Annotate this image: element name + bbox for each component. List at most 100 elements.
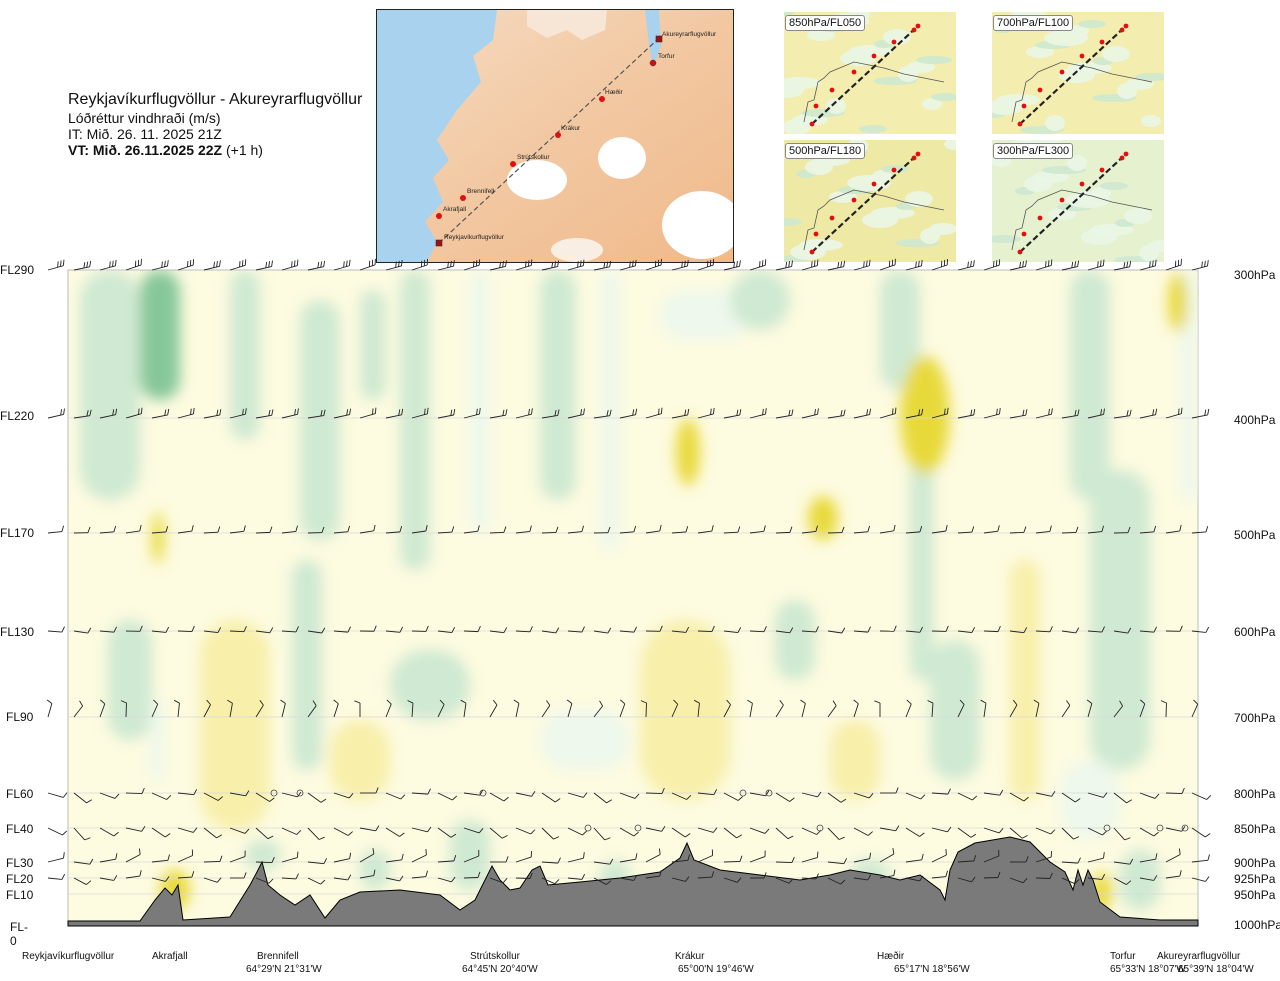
xpoint-akureyri-name: Akureyrarflugvöllur [1157, 951, 1241, 962]
wind-barb-239 [411, 788, 431, 795]
thumbnail-300hpa-map [992, 140, 1164, 262]
wind-barb-111 [593, 526, 611, 534]
wind-barb-194 [407, 700, 414, 718]
wind-barb-404 [1191, 876, 1210, 882]
thumb-shade-0-18 [916, 56, 952, 64]
wind-barb-120 [827, 526, 845, 534]
wind-barb-115 [697, 525, 714, 534]
wind-barb-274 [151, 827, 171, 838]
field-shade-33 [850, 860, 890, 890]
wind-barb-69 [671, 408, 690, 419]
updraft-core-0 [152, 512, 164, 564]
wind-barb-326 [333, 852, 352, 863]
wind-barb-374 [411, 870, 428, 879]
calm-wind-marker-1 [296, 789, 304, 797]
thumbnail-700hpa-label: 700hPa/FL100 [993, 15, 1074, 31]
xpoint-haedir-coord: 65°17'N 18°56'W [894, 964, 970, 975]
wind-barb-45 [47, 408, 65, 419]
thumbnail-850hpa-label: 850hPa/FL050 [785, 15, 866, 31]
wind-barb-365 [177, 871, 195, 879]
wind-barb-134 [1191, 526, 1209, 534]
wind-barb-146 [333, 626, 351, 633]
field-shade-21 [1180, 270, 1198, 500]
wind-barb-310 [1087, 827, 1108, 836]
thumb-point-2-1 [813, 231, 819, 237]
thumbnail-850hpa[interactable]: 850hPa/FL050 [784, 12, 956, 134]
wind-barb-284 [411, 826, 432, 833]
wind-barb-370 [307, 877, 326, 885]
map-point-haedir [599, 96, 605, 102]
wind-barb-190 [307, 700, 317, 718]
wind-barb-86 [1113, 409, 1132, 419]
wind-barb-162 [749, 626, 767, 633]
field-shade-9 [470, 270, 490, 530]
wind-barb-260 [957, 792, 978, 801]
wind-barb-327 [359, 848, 375, 863]
wind-barb-102 [359, 524, 376, 534]
wind-barb-342 [749, 850, 766, 863]
field-shade-12 [540, 710, 630, 770]
wind-barb-139 [151, 626, 170, 633]
thumb-shade-1-4 [1141, 115, 1161, 127]
wind-barb-375 [437, 876, 456, 883]
wind-barb-231 [203, 792, 223, 801]
xpoint-akureyri-coord: 65°39'N 18°04'W [1178, 964, 1254, 975]
calm-wind-marker-5 [584, 824, 592, 832]
wind-barb-332 [490, 856, 509, 863]
wind-barb-387 [750, 872, 767, 879]
wind-barb-263 [1035, 791, 1056, 797]
wind-barb-163 [775, 627, 794, 634]
wind-barb-262 [1009, 792, 1029, 802]
thumbnail-700hpa[interactable]: 700hPa/FL100 [992, 12, 1164, 134]
wind-barb-123 [905, 525, 923, 534]
wind-barb-198 [513, 699, 520, 718]
wind-barb-256 [853, 792, 874, 799]
wind-barb-218 [1033, 699, 1040, 718]
thumb-shade-2-13 [929, 223, 956, 235]
wind-barb-203 [640, 700, 647, 718]
wind-barb-133 [1165, 524, 1182, 534]
wind-barb-335 [567, 852, 585, 863]
wind-barb-66 [593, 409, 612, 419]
thumb-point-0-6 [911, 27, 917, 33]
thumb-point-1-7 [1123, 23, 1129, 29]
field-shade-8 [390, 650, 470, 720]
fl-tick-90: FL90 [6, 710, 34, 724]
wind-barb-234 [281, 791, 302, 798]
wind-barb-211 [853, 699, 859, 718]
thumb-shade-2-1 [829, 191, 857, 203]
thumb-point-3-0 [1017, 249, 1023, 255]
wind-barb-349 [931, 848, 947, 863]
wind-barb-128 [1035, 525, 1052, 534]
wind-barb-153 [515, 626, 533, 633]
wind-barb-319 [151, 854, 170, 863]
thumb-shade-1-1 [1026, 46, 1054, 58]
wind-barb-266 [1113, 792, 1132, 804]
wind-barb-213 [905, 699, 912, 718]
wind-barb-353 [1035, 851, 1053, 863]
updraft-core-2 [808, 496, 838, 540]
wind-barb-369 [281, 873, 299, 880]
map-label-akrafjall: Akrafjall [443, 206, 467, 213]
wind-barb-175 [1087, 626, 1105, 633]
thumb-shade-0-7 [849, 45, 893, 57]
wind-barb-199 [541, 700, 551, 718]
wind-barb-223 [1160, 700, 1167, 718]
thumb-shade-3-7 [1090, 224, 1134, 236]
thumbnail-500hpa[interactable]: 500hPa/FL180 [784, 140, 956, 262]
wind-barb-383 [645, 870, 662, 879]
route-line [438, 38, 659, 244]
wind-barb-275 [177, 827, 198, 833]
thumbnail-300hpa[interactable]: 300hPa/FL300 [992, 140, 1164, 262]
wind-barb-109 [541, 526, 559, 534]
field-shade-7 [400, 270, 430, 570]
wind-barb-230 [177, 789, 198, 796]
fl-tick-0: FL-0 [10, 920, 28, 948]
map-label-reykjavik: Reykjavíkurflugvöllur [444, 234, 505, 241]
map-label-torfur: Torfur [658, 53, 675, 60]
wind-barb-382 [619, 875, 638, 881]
wind-barb-184 [151, 699, 159, 718]
wind-barb-132 [1139, 525, 1157, 534]
wind-barb-156 [593, 627, 612, 634]
thumb-shade-1-20 [1045, 115, 1065, 131]
